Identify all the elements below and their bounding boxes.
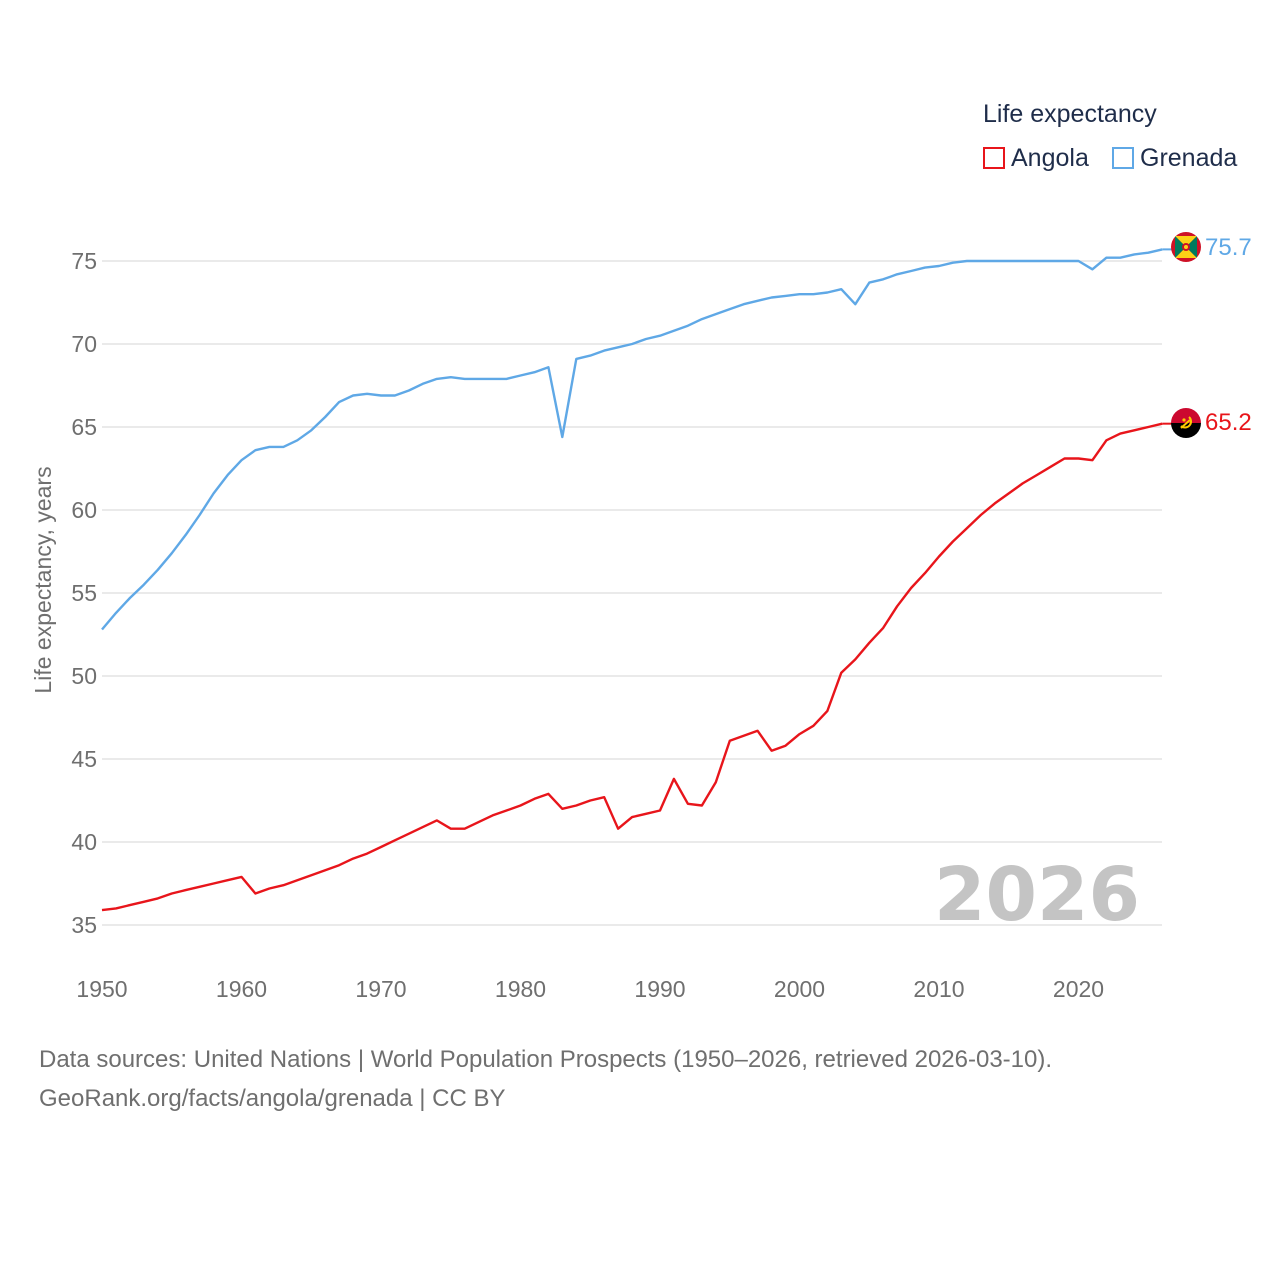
x-tick-label: 1970 xyxy=(355,976,406,1002)
legend-swatch-grenada xyxy=(1112,147,1134,169)
x-tick-label: 2020 xyxy=(1053,976,1104,1002)
legend-label-grenada: Grenada xyxy=(1140,143,1238,172)
line-chart: 35 40 45 50 55 60 65 70 75 1950 1960 1970 1980 1990 2… xyxy=(30,232,1252,1002)
x-axis-ticks: 1950 1960 1970 1980 1990 2000 2010 2020 xyxy=(76,976,1104,1002)
y-tick-label: 45 xyxy=(71,746,97,772)
x-tick-label: 2010 xyxy=(913,976,964,1002)
legend-label-angola: Angola xyxy=(1011,143,1089,172)
x-tick-label: 1990 xyxy=(634,976,685,1002)
legend-title: Life expectancy xyxy=(983,100,1157,128)
footer-attribution[interactable]: GeoRank.org/facts/angola/grenada | CC BY xyxy=(39,1085,506,1112)
series-line-angola[interactable] xyxy=(101,422,1163,912)
y-tick-label: 70 xyxy=(71,331,97,357)
series-group xyxy=(101,248,1173,912)
y-axis-ticks: 35 40 45 50 55 60 65 70 75 xyxy=(71,248,97,938)
series-line-grenada[interactable] xyxy=(101,248,1163,631)
footer-sources: Data sources: United Nations | World Pop… xyxy=(39,1046,1053,1073)
grenada-end-label: 75.7 xyxy=(1205,234,1252,261)
y-tick-label: 75 xyxy=(71,248,97,274)
y-tick-label: 50 xyxy=(71,663,97,689)
y-tick-label: 40 xyxy=(71,829,97,855)
x-tick-label: 2000 xyxy=(774,976,825,1002)
legend-item-grenada[interactable]: Grenada xyxy=(1112,143,1237,173)
y-tick-label: 35 xyxy=(71,912,97,938)
year-watermark: 2026 xyxy=(934,852,1140,938)
y-axis-label: Life expectancy, years xyxy=(30,466,56,693)
x-tick-label: 1950 xyxy=(76,976,127,1002)
y-tick-label: 55 xyxy=(71,580,97,606)
y-tick-label: 65 xyxy=(71,414,97,440)
legend-swatch-angola xyxy=(983,147,1005,169)
x-tick-label: 1960 xyxy=(216,976,267,1002)
legend-item-angola[interactable]: Angola xyxy=(983,143,1089,173)
angola-end-label: 65.2 xyxy=(1205,409,1252,436)
grenada-flag-icon xyxy=(1171,232,1201,262)
end-markers xyxy=(1171,232,1201,438)
gridlines xyxy=(102,260,1162,926)
angola-flag-icon xyxy=(1171,408,1201,438)
y-tick-label: 60 xyxy=(71,497,97,523)
x-tick-label: 1980 xyxy=(495,976,546,1002)
